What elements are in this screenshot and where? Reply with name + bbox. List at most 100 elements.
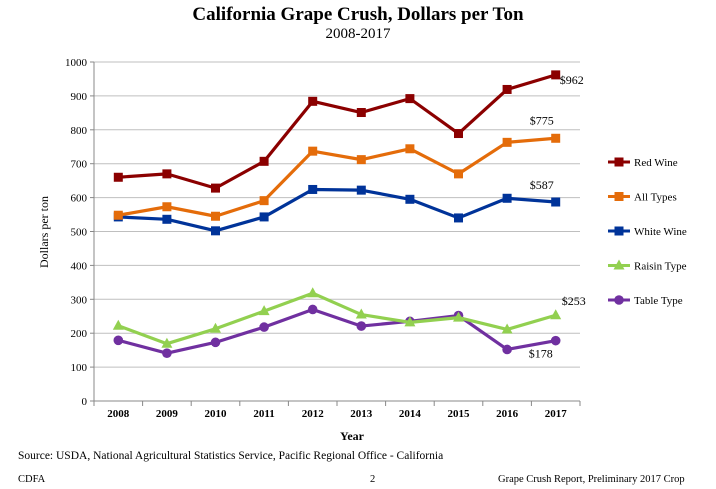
series-line-raisin-type xyxy=(117,291,557,346)
series-all-types xyxy=(113,133,561,221)
y-tick-label: 600 xyxy=(71,193,88,205)
legend-item-red-wine: Red Wine xyxy=(608,157,678,169)
point-red-wine-2012 xyxy=(308,96,318,106)
legend-marker-all-types xyxy=(614,192,624,201)
x-tick-label-2012: 2012 xyxy=(302,408,325,420)
y-tick-label: 1000 xyxy=(65,57,88,69)
point-white-wine-2014 xyxy=(405,194,415,204)
point-white-wine-2009 xyxy=(162,214,172,224)
point-red-wine-2016 xyxy=(502,84,512,94)
y-tick-label: 800 xyxy=(71,125,88,137)
point-table-type-2010 xyxy=(210,337,221,348)
legend-label-white-wine: White Wine xyxy=(634,226,687,238)
y-tick-label: 900 xyxy=(71,91,88,103)
x-tick-label-2017: 2017 xyxy=(545,408,568,420)
legend-item-raisin-type: Raisin Type xyxy=(608,259,687,273)
point-raisin-type-2015 xyxy=(453,311,464,322)
point-raisin-type-2014 xyxy=(404,316,416,327)
point-table-type-2016 xyxy=(502,344,512,355)
point-white-wine-2010 xyxy=(211,226,220,236)
point-all-types-2011 xyxy=(259,196,269,206)
series-line-all-types xyxy=(118,136,556,218)
point-all-types-2009 xyxy=(162,202,172,212)
y-tick-label: 100 xyxy=(71,362,88,374)
point-red-wine-2013 xyxy=(356,108,366,118)
chart-title: California Grape Crush, Dollars per Ton xyxy=(192,4,524,25)
x-tick-label-2013: 2013 xyxy=(350,408,373,420)
footer-right: Grape Crush Report, Preliminary 2017 Cro… xyxy=(498,474,685,485)
point-red-wine-2017 xyxy=(551,70,561,80)
point-white-wine-2012 xyxy=(308,184,318,194)
legend-marker-table-type xyxy=(614,295,624,305)
point-raisin-type-2010 xyxy=(210,322,221,333)
y-tick-label: 200 xyxy=(71,328,88,340)
point-table-type-2008 xyxy=(113,335,124,346)
series-layer xyxy=(112,70,562,359)
end-labels: $962 $775 $587 $253 $178 xyxy=(529,73,586,361)
point-raisin-type-2011 xyxy=(258,305,270,316)
point-table-type-2009 xyxy=(162,348,172,359)
end-label-table-type: $178 xyxy=(529,347,553,361)
x-tick-label-2011: 2011 xyxy=(253,408,274,420)
point-table-type-2013 xyxy=(356,321,367,331)
end-label-red-wine: $962 xyxy=(560,73,584,87)
x-tick-labels: 2008 2009 2010 2011 2012 2013 2014 2015 2016 2017 xyxy=(107,408,567,420)
point-white-wine-2015 xyxy=(454,213,463,223)
end-label-all-types: $775 xyxy=(530,113,554,127)
series-raisin-type xyxy=(112,287,562,348)
point-table-type-2011 xyxy=(259,322,269,332)
chart-subtitle: 2008-2017 xyxy=(325,26,391,42)
point-table-type-2017 xyxy=(550,335,561,346)
legend-item-table-type: Table Type xyxy=(608,295,683,307)
y-tick-label: 700 xyxy=(71,159,88,171)
point-raisin-type-2017 xyxy=(550,309,562,320)
legend-item-white-wine: White Wine xyxy=(608,226,687,238)
legend-marker-white-wine xyxy=(614,226,624,236)
point-raisin-type-2013 xyxy=(355,308,367,319)
point-raisin-type-2009 xyxy=(161,337,173,348)
series-white-wine xyxy=(113,184,561,236)
point-red-wine-2010 xyxy=(211,183,220,193)
point-all-types-2015 xyxy=(454,169,463,179)
y-tick-label: 0 xyxy=(82,396,88,408)
source-note: Source: USDA, National Agricultural Stat… xyxy=(18,450,444,462)
y-tick-label: 500 xyxy=(71,227,88,239)
x-tick-label-2014: 2014 xyxy=(399,408,422,420)
y-axis-label: Dollars per ton xyxy=(37,196,51,268)
y-tick-label: 400 xyxy=(71,260,88,272)
series-line-red-wine xyxy=(118,73,557,190)
legend-label-all-types: All Types xyxy=(634,192,677,204)
legend-label-table-type: Table Type xyxy=(634,295,683,307)
point-all-types-2012 xyxy=(308,146,318,156)
y-tick-label: 300 xyxy=(71,294,88,306)
point-red-wine-2011 xyxy=(259,156,269,166)
point-red-wine-2008 xyxy=(113,172,123,182)
legend-label-raisin-type: Raisin Type xyxy=(634,261,687,273)
point-all-types-2014 xyxy=(405,144,415,154)
point-red-wine-2015 xyxy=(454,129,463,139)
point-all-types-2008 xyxy=(113,210,123,220)
legend-item-all-types: All Types xyxy=(608,192,677,204)
series-line-table-type xyxy=(117,307,556,355)
point-raisin-type-2012 xyxy=(307,287,319,298)
legend-marker-red-wine xyxy=(614,157,624,167)
series-red-wine xyxy=(113,70,561,193)
legend-label-red-wine: Red Wine xyxy=(634,157,678,169)
x-tick-label-2016: 2016 xyxy=(496,408,519,420)
point-white-wine-2017 xyxy=(551,197,561,207)
point-raisin-type-2008 xyxy=(112,319,124,330)
footer-left: CDFA xyxy=(18,474,46,485)
legend: Red Wine All Types White Wine Raisin Type Ta… xyxy=(608,157,687,307)
legend-marker-raisin-type xyxy=(613,259,625,270)
end-label-raisin-type: $253 xyxy=(562,294,586,308)
series-line-white-wine xyxy=(118,187,556,233)
point-all-types-2010 xyxy=(211,211,220,221)
footer-page-number: 2 xyxy=(370,474,376,485)
x-axis-label: Year xyxy=(340,429,365,443)
point-white-wine-2016 xyxy=(502,193,512,203)
point-table-type-2012 xyxy=(307,304,318,315)
point-all-types-2013 xyxy=(356,155,366,165)
x-tick-label-2015: 2015 xyxy=(448,408,471,420)
point-red-wine-2009 xyxy=(162,169,172,179)
